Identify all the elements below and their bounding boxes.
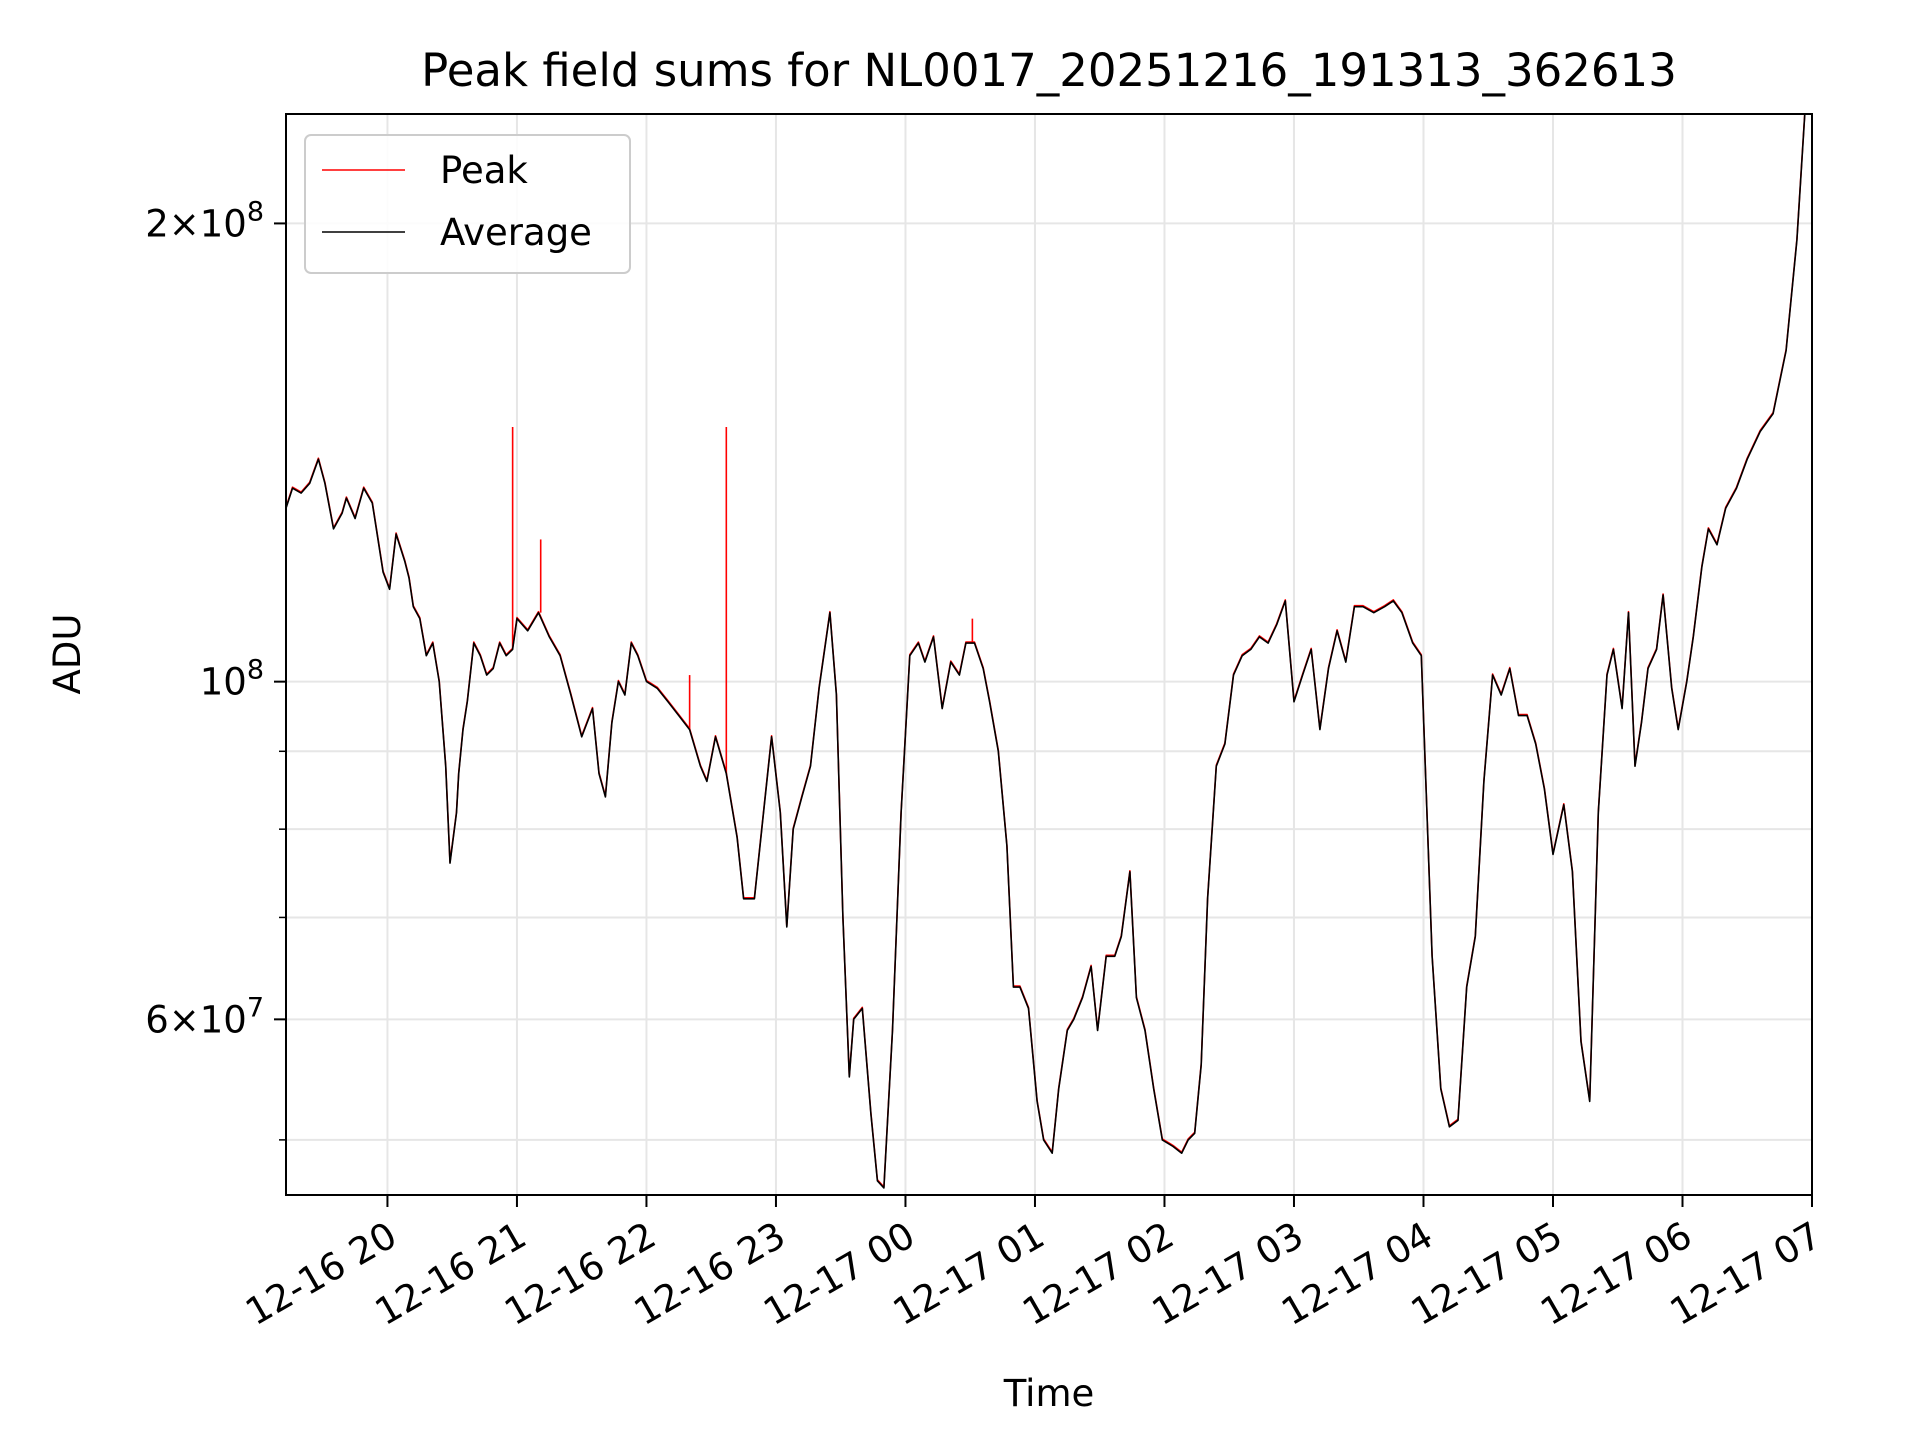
x-axis-label: Time: [1003, 1372, 1095, 1415]
legend-label-peak: Peak: [440, 149, 528, 192]
grid: [286, 114, 1813, 1195]
y-tick-label: 2×108: [145, 196, 264, 245]
y-axis-ticks: 6×107 108 2×108: [145, 196, 286, 1141]
legend-label-average: Average: [440, 211, 592, 254]
axes-frame: [285, 113, 1813, 1196]
y-tick-label: 108: [200, 655, 264, 704]
series-line-average: [286, 114, 1806, 1189]
y-axis-label: ADU: [46, 614, 89, 695]
y-tick-label: 6×107: [145, 992, 264, 1041]
chart-title: Peak field sums for NL0017_20251216_1913…: [421, 44, 1677, 97]
legend: Peak Average: [304, 134, 631, 274]
